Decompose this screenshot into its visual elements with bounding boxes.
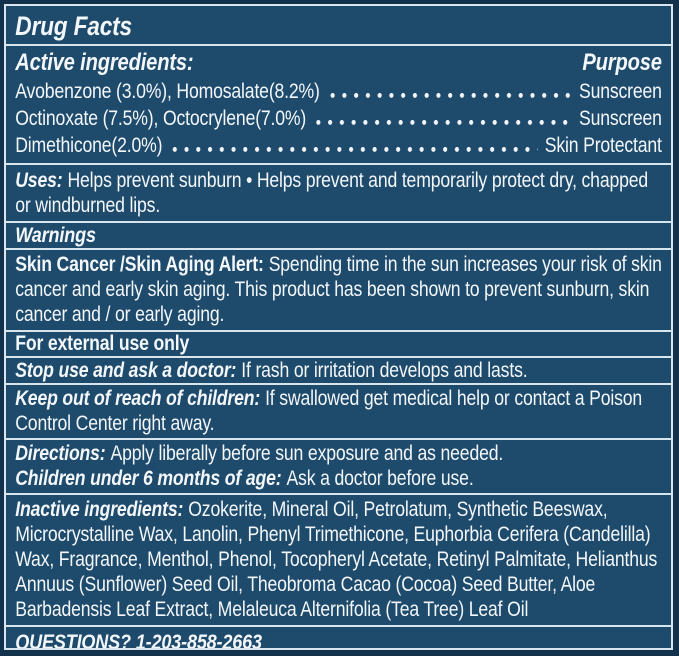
ingredient-name: Octinoxate (7.5%), Octocrylene(7.0%) (15, 107, 307, 130)
inactive-ingredients-text: Ozokerite, Mineral Oil, Petrolatum, Synt… (15, 498, 658, 621)
ingredient-purpose: Skin Protectant (544, 134, 662, 157)
dotted-leader (327, 93, 572, 98)
ingredient-name: Dimethicone(2.0%) (15, 134, 163, 157)
drug-facts-title: Drug Facts (15, 11, 132, 41)
external-use-section: For external use only (6, 332, 671, 358)
warnings-heading-section: Warnings (6, 223, 671, 250)
keep-out-of-reach-section: Keep out of reach of children: If swallow… (6, 385, 671, 440)
dotted-leader (313, 120, 572, 125)
ingredient-row: Avobenzone (3.0%), Homosalate(8.2%) Suns… (15, 78, 662, 105)
questions-phone: QUESTIONS? 1-203-858-2663 (15, 630, 262, 650)
stop-use-label: Stop use and ask a doctor: (15, 359, 237, 382)
ingredient-purpose: Sunscreen (579, 107, 662, 130)
external-use-text: For external use only (15, 332, 190, 355)
skin-cancer-alert-label: Skin Cancer /Skin Aging Alert: (15, 253, 264, 276)
drug-facts-header: Drug Facts (6, 6, 671, 46)
uses-section: Uses: Helps prevent sunburn • Helps preve… (6, 165, 671, 223)
label-content: Drug Facts Active ingredients: Purpose A… (6, 6, 671, 650)
uses-text: Helps prevent sunburn • Helps prevent an… (15, 169, 649, 217)
questions-section: QUESTIONS? 1-203-858-2663 (6, 627, 671, 650)
keep-out-label: Keep out of reach of children: (15, 387, 261, 410)
dotted-leader (169, 147, 538, 152)
purpose-heading: Purpose (582, 49, 662, 76)
stop-use-text: If rash or irritation develops and lasts… (241, 359, 528, 382)
ingredient-row: Octinoxate (7.5%), Octocrylene(7.0%) Sun… (15, 105, 662, 132)
children-under-6-line: Children under 6 months of age: Ask a doc… (15, 466, 662, 491)
inactive-ingredients-section: Inactive ingredients: Ozokerite, Mineral … (6, 495, 671, 627)
active-ingredients-heading: Active ingredients: (15, 49, 194, 76)
directions-text: Apply liberally before sun exposure and … (110, 442, 504, 465)
children-under-6-text: Ask a doctor before use. (286, 467, 474, 490)
label-panel: Drug Facts Active ingredients: Purpose A… (4, 4, 673, 650)
ingredient-purpose: Sunscreen (579, 80, 662, 103)
active-ingredients-section: Active ingredients: Purpose Avobenzone (… (6, 46, 671, 165)
children-under-6-label: Children under 6 months of age: (15, 467, 282, 490)
ingredient-row: Dimethicone(2.0%) Skin Protectant (15, 132, 662, 159)
skin-cancer-alert-section: Skin Cancer /Skin Aging Alert: Spending t… (6, 250, 671, 332)
directions-section: Directions: Apply liberally before sun ex… (6, 440, 671, 495)
ingredient-name: Avobenzone (3.0%), Homosalate(8.2%) (15, 80, 320, 103)
stop-use-section: Stop use and ask a doctor: If rash or irr… (6, 358, 671, 385)
warnings-heading: Warnings (15, 223, 96, 247)
directions-label: Directions: (15, 442, 106, 465)
skin-cancer-alert-text: Spending time in the sun increases your … (15, 253, 662, 326)
keep-out-text: If swallowed get medical help or contact… (15, 387, 643, 435)
inactive-ingredients-label: Inactive ingredients: (15, 498, 184, 521)
directions-line: Directions: Apply liberally before sun ex… (15, 441, 662, 466)
uses-label: Uses: (15, 169, 63, 192)
active-ingredients-header: Active ingredients: Purpose (15, 48, 662, 78)
